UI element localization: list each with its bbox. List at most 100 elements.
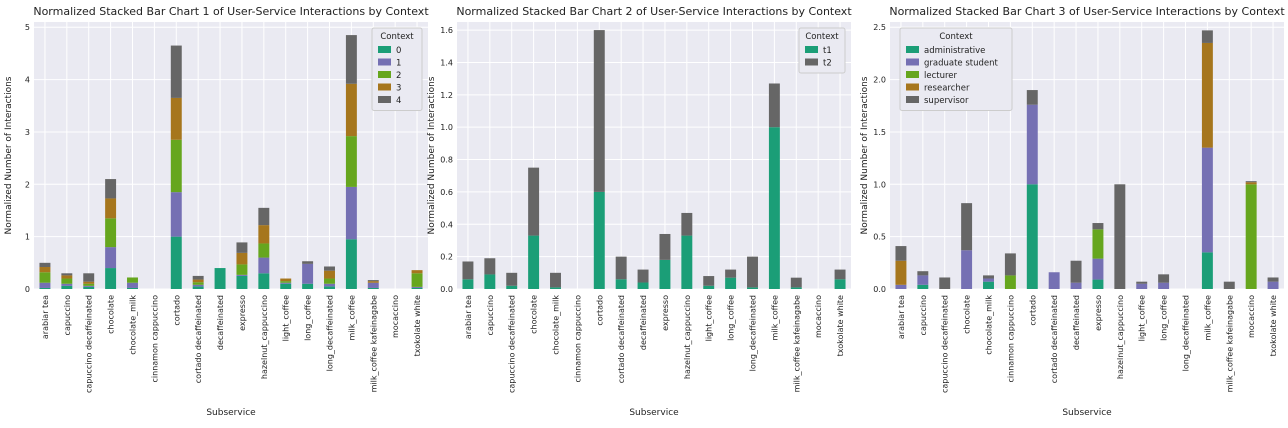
legend-title: Context xyxy=(939,32,973,42)
bar-segment xyxy=(659,259,671,289)
x-tick-label: light_coffee xyxy=(282,295,291,341)
bar-segment xyxy=(411,287,423,289)
bar-segment xyxy=(214,268,226,289)
chart-3: 0.0 0.5 1.0 1.5 2.0 2.5 arabiar tea capuccino ca… xyxy=(860,5,1285,418)
legend-label: supervisor xyxy=(924,96,969,106)
bar-segment xyxy=(280,282,292,284)
bar-segment xyxy=(39,262,51,268)
bar-segment xyxy=(39,272,51,283)
bar-segment xyxy=(302,263,314,284)
y-tick-label: 1.0 xyxy=(440,123,453,132)
bar-segment xyxy=(747,256,758,288)
bar-segment xyxy=(768,127,780,289)
plot-area xyxy=(34,22,428,289)
bar-segment xyxy=(258,243,270,258)
bar-segment xyxy=(411,286,423,288)
legend-swatch xyxy=(805,46,818,53)
x-tick-label: milk_coffee kafeinagabe xyxy=(369,295,378,392)
y-tick-label: 0.6 xyxy=(440,188,453,197)
bar-segment xyxy=(192,275,204,280)
bar-segment xyxy=(1245,182,1257,185)
bar-segment xyxy=(324,286,335,289)
bar-segment xyxy=(1267,277,1279,282)
bar-segment xyxy=(1114,184,1126,289)
bar-segment xyxy=(939,277,951,289)
legend-swatch xyxy=(378,71,391,78)
bar-segment xyxy=(83,286,95,289)
bar-segment xyxy=(61,273,73,276)
bar-segment xyxy=(1201,30,1213,43)
legend-swatch xyxy=(378,96,391,103)
bar-segment xyxy=(105,268,117,289)
bar-segment xyxy=(1201,147,1213,253)
bar-segment xyxy=(105,179,117,199)
bar-segment xyxy=(895,260,907,285)
x-tick-label: chocolate_milk xyxy=(552,295,561,355)
bar-segment xyxy=(1158,274,1170,283)
bar-segment xyxy=(1136,283,1148,289)
bar-segment xyxy=(324,266,335,271)
bar-segment xyxy=(550,272,561,288)
bar-segment xyxy=(280,281,292,283)
bar-segment xyxy=(1201,252,1213,289)
x-tick-label: cortado xyxy=(1028,295,1037,326)
bar-segment xyxy=(236,264,248,275)
x-tick-label: cortado decaffeinated xyxy=(1050,295,1059,383)
x-tick-label: txokolate white xyxy=(413,295,422,356)
y-tick-label: 0.2 xyxy=(440,253,453,262)
bar-segment xyxy=(324,278,335,284)
legend-label: lecturer xyxy=(924,71,958,81)
x-tick-label: mocaccino xyxy=(391,295,400,338)
x-tick-label: cinnamon cappuccino xyxy=(1006,295,1015,383)
x-tick-label: capuccino decaffeinated xyxy=(508,295,517,393)
legend-label: 1 xyxy=(396,59,401,69)
bar-segment xyxy=(61,283,73,286)
x-tick-label: chocolate xyxy=(107,295,116,334)
bar-segment xyxy=(258,207,270,226)
bar-segment xyxy=(192,282,204,285)
x-tick-label: light_coffee xyxy=(1138,295,1147,341)
bar-segment xyxy=(917,275,929,285)
bar-segment xyxy=(83,281,95,284)
bar-segment xyxy=(280,283,292,289)
bar-segment xyxy=(170,192,182,237)
bar-segment xyxy=(345,35,357,84)
chart-1: 0 1 2 3 4 5 arabiar tea capuccino capuccino deca… xyxy=(4,5,429,418)
bar-segment xyxy=(834,279,846,289)
bar-segment xyxy=(1026,104,1038,185)
y-tick-label: 0.0 xyxy=(873,285,886,294)
legend: Context 0 1 2 3 4 xyxy=(371,27,423,111)
bar-segment xyxy=(834,269,846,280)
legend-swatch xyxy=(378,46,391,53)
bar-segment xyxy=(127,287,138,289)
x-tick-label: arabiar tea xyxy=(41,295,50,339)
bar-segment xyxy=(703,285,715,289)
bar-segment xyxy=(462,261,474,280)
bar-segment xyxy=(528,235,540,289)
bar-segment xyxy=(1026,184,1038,289)
bar-segment xyxy=(345,186,357,240)
bar-segment xyxy=(367,280,379,282)
bar-segment xyxy=(302,261,314,264)
bar-segment xyxy=(258,257,270,274)
y-tick-label: 0.4 xyxy=(440,220,453,229)
bar-segment xyxy=(725,277,737,289)
y-tick-label: 1.6 xyxy=(440,26,453,35)
bar-segment xyxy=(61,275,73,279)
y-tick-label: 2.0 xyxy=(873,76,886,85)
bar-segment xyxy=(170,236,182,289)
bar-segment xyxy=(917,284,929,289)
bar-segment xyxy=(637,269,649,283)
bar-segment xyxy=(790,287,802,289)
x-tick-label: milk_coffee kafeinagabe xyxy=(792,295,801,392)
legend-label: t2 xyxy=(823,59,832,69)
bar-segment xyxy=(170,139,182,193)
bar-segment xyxy=(961,250,973,289)
plot-area xyxy=(457,22,851,289)
x-tick-label: long_coffee xyxy=(304,295,313,341)
bar-segment xyxy=(1245,181,1257,183)
legend-label: 4 xyxy=(396,96,401,106)
bar-segment xyxy=(258,273,270,289)
legend-swatch xyxy=(378,58,391,66)
